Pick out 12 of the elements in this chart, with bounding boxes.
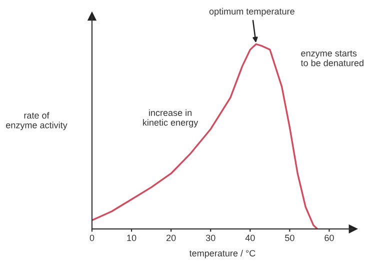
annotation: optimum temperature <box>209 8 294 16</box>
x-tick-label: 0 <box>90 234 94 242</box>
x-tick-label: 30 <box>206 234 216 242</box>
x-axis-title: temperature / °C <box>189 250 256 258</box>
x-tick-label: 60 <box>324 234 334 242</box>
x-tick-label: 40 <box>245 234 255 242</box>
x-tick-label: 50 <box>285 234 294 242</box>
annotation: increase in kinetic energy <box>143 109 198 128</box>
annotation: enzyme starts to be denatured <box>300 50 364 66</box>
y-axis-title: rate of enzyme activity <box>6 112 68 130</box>
x-tick-label: 20 <box>166 234 176 242</box>
x-tick-label: 10 <box>127 234 136 242</box>
